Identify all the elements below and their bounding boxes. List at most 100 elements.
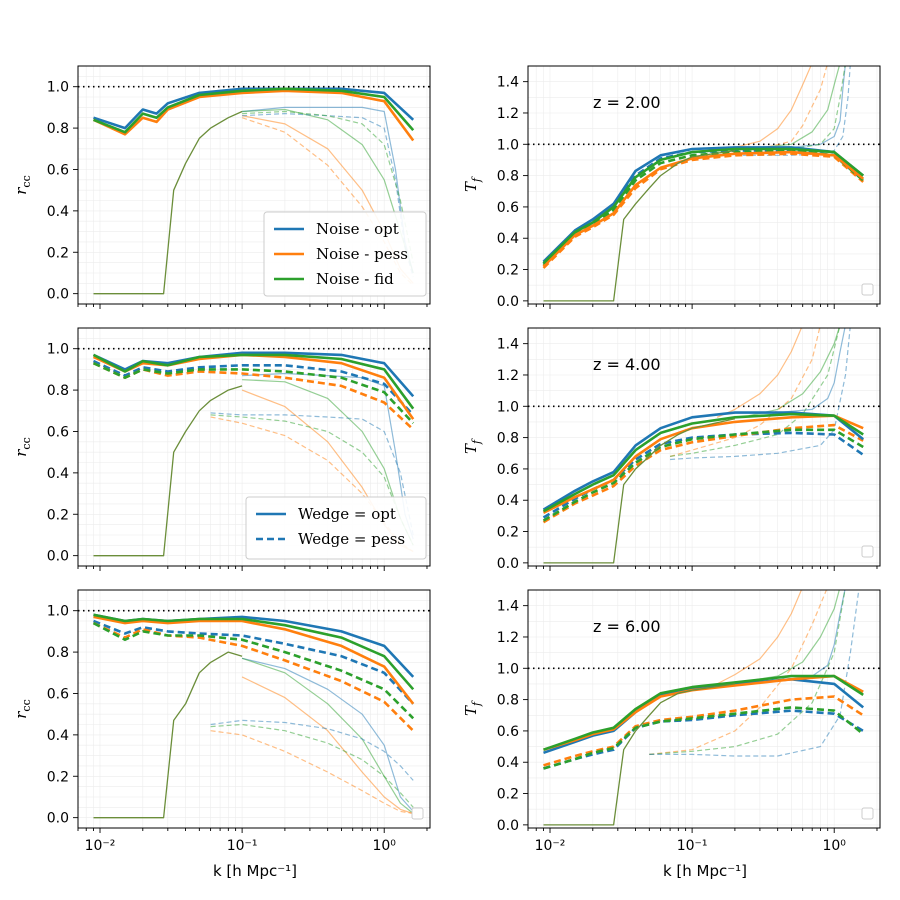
x-axis-label-right: k [h Mpc⁻¹] — [663, 862, 747, 880]
panel-right-row1: 0.0 0.2 0.4 0.6 0.8 1.0 1.2 1.4 Tf z = 2.00 — [462, 65, 881, 310]
axes-frame — [77, 65, 431, 305]
y-tick-label: 1.2 — [497, 106, 519, 122]
series-line-thin-dashed-5 — [649, 590, 860, 757]
y-axis-label: Tf — [462, 700, 483, 716]
series-line-solid-11 — [542, 147, 865, 265]
y-axis-label: Tf — [462, 438, 483, 454]
series-line-thin-0 — [716, 328, 803, 418]
series-line-solid-12 — [543, 683, 735, 826]
y-tick-label: 0.4 — [47, 728, 69, 744]
y-tick-label: 0.4 — [497, 493, 519, 509]
y-tick-label: 0.8 — [47, 645, 69, 661]
series-line-dashed-6 — [92, 359, 415, 416]
series-line-solid-11 — [92, 353, 415, 410]
grid — [527, 589, 880, 828]
series-line-thin-0 — [716, 590, 803, 685]
series-line-solid-11 — [93, 613, 415, 691]
series-line-thin-dashed-5 — [241, 117, 414, 286]
y-axis-label: rcc — [12, 175, 33, 195]
series-line-dashed-7 — [542, 152, 865, 269]
series-line-thin-dashed-4 — [210, 723, 414, 808]
y-tick-label: 0.4 — [47, 204, 69, 220]
series-line-solid-10 — [543, 674, 864, 751]
y-tick-label: 0.4 — [497, 755, 519, 771]
series-group — [543, 590, 865, 826]
panel-left-row3: 10⁻² 10⁻¹ 10⁰ 0.0 0.2 0.4 0.6 0.8 1.0 rcc — [12, 589, 431, 854]
y-tick-label: 1.0 — [497, 399, 519, 415]
series-line-noise---fid — [93, 87, 415, 134]
y-tick-label: 1.4 — [497, 599, 519, 615]
series-line-thin-dashed-4 — [210, 414, 414, 546]
series-line-solid-10 — [93, 615, 415, 705]
axes-frame — [77, 589, 431, 829]
series-line-thin-dashed-3 — [242, 112, 414, 278]
series-line-dashed-6 — [93, 619, 415, 705]
x-tick-label: 10⁻¹ — [227, 838, 258, 854]
redshift-annotation: z = 6.00 — [593, 617, 661, 636]
y-axis-label: rcc — [12, 437, 33, 457]
y-tick-label: 0.2 — [497, 525, 519, 541]
legend-frame — [263, 211, 427, 297]
series-line-thin-1 — [759, 66, 840, 148]
y-tick-label: 1.0 — [47, 342, 69, 358]
y-tick-label: 0.8 — [47, 383, 69, 399]
x-axis-label-left: k [h Mpc⁻¹] — [213, 862, 297, 880]
series-line-thin-dashed-3 — [649, 590, 828, 755]
series-line-solid-10 — [542, 150, 865, 268]
y-tick-label: 1.0 — [497, 137, 519, 153]
series-line-thin-1 — [748, 328, 840, 417]
legend-frame — [245, 496, 427, 560]
y-tick-label: 0.2 — [47, 245, 69, 261]
axes-frame — [527, 65, 881, 305]
series-line-dashed-7 — [92, 362, 415, 431]
series-line-solid-12 — [543, 418, 736, 564]
y-tick-label: 1.2 — [497, 368, 519, 384]
y-tick-label: 0.6 — [497, 724, 519, 740]
legend-label: Wedge = pess — [298, 530, 405, 548]
x-tick-label: 10⁰ — [822, 838, 846, 854]
axes-frame — [527, 327, 881, 567]
y-tick-label: 0.6 — [497, 462, 519, 478]
grid — [527, 65, 880, 304]
y-tick-label: 0.2 — [497, 263, 519, 279]
series-line-solid-12 — [93, 385, 243, 557]
series-line-noise---opt — [93, 87, 415, 130]
axes-frame — [77, 327, 431, 567]
series-line-thin-dashed-4 — [242, 110, 414, 263]
series-line-dashed-7 — [542, 423, 864, 524]
panel-right-row3: 10⁻² 10⁻¹ 10⁰ 0.0 0.2 0.4 0.6 0.8 1.0 1.2 1.4 Tf z =… — [462, 589, 881, 854]
series-line-thin-2 — [241, 676, 414, 815]
y-tick-label: 0.0 — [497, 556, 519, 572]
series-line-thin-dashed-4 — [791, 66, 846, 150]
series-line-thin-2 — [777, 590, 846, 682]
y-tick-label: 0.4 — [497, 231, 519, 247]
legend-wedge: Wedge = opt Wedge = pess — [245, 496, 427, 560]
series-line-thin-dashed-4 — [670, 328, 840, 457]
series-line-solid-12 — [543, 149, 735, 302]
y-tick-label: 1.0 — [497, 661, 519, 677]
series-line-dashed-8 — [543, 706, 865, 770]
series-line-solid-11 — [542, 412, 864, 513]
y-axis-label: rcc — [12, 699, 33, 719]
y-tick-label: 0.8 — [497, 169, 519, 185]
y-tick-label: 0.0 — [47, 811, 69, 827]
empty-legend-box — [411, 807, 424, 820]
y-tick-label: 0.6 — [47, 686, 69, 702]
series-group — [542, 328, 865, 564]
y-tick-label: 1.0 — [47, 80, 69, 96]
y-tick-label: 1.4 — [497, 75, 519, 91]
y-tick-label: 0.0 — [497, 294, 519, 310]
panel-left-row1: 0.0 0.2 0.4 0.6 0.8 1.0 rcc — [12, 65, 431, 309]
y-axis-label: Tf — [462, 176, 483, 192]
y-tick-label: 0.6 — [47, 424, 69, 440]
series-line-solid-12 — [93, 651, 243, 819]
series-line-solid-11 — [543, 674, 864, 751]
panels: 0.0 0.2 0.4 0.6 0.8 1.0 rcc 0.0 0.2 0.4 0.6 0.8 1.0 r… — [12, 65, 881, 854]
series-line-solid-9 — [543, 677, 865, 755]
redshift-annotation: z = 2.00 — [593, 93, 661, 112]
x-tick-label: 10⁰ — [372, 838, 396, 854]
y-tick-label: 0.0 — [47, 287, 69, 303]
legend-label: Noise - opt — [316, 220, 399, 238]
empty-legend-box — [861, 807, 874, 820]
series-line-dashed-6 — [543, 709, 864, 770]
